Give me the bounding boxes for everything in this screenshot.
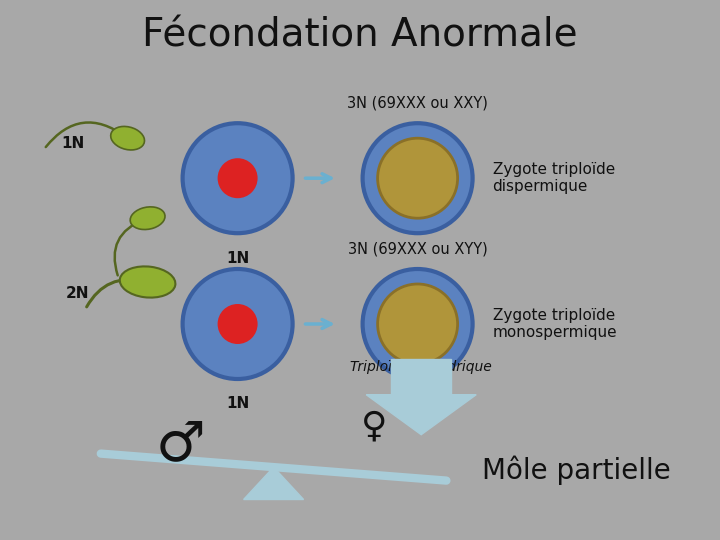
Text: 3N (69XXX ou XYY): 3N (69XXX ou XYY) [348,241,487,256]
Ellipse shape [130,207,165,229]
Text: 1N: 1N [226,251,249,266]
Text: 2N: 2N [66,287,89,301]
Ellipse shape [217,158,258,198]
Ellipse shape [377,138,458,218]
Text: 1N: 1N [226,396,249,411]
Text: ♀: ♀ [361,410,387,443]
Text: 1N: 1N [61,136,84,151]
Text: Triploïdie diandrique: Triploïdie diandrique [351,360,492,374]
Text: 3N (69XXX ou XXY): 3N (69XXX ou XXY) [347,96,488,111]
Ellipse shape [217,304,258,344]
Ellipse shape [377,284,458,364]
Polygon shape [243,467,304,500]
Bar [391,359,451,395]
Ellipse shape [183,269,292,379]
Ellipse shape [111,126,145,150]
Text: Zygote triploïde
dispermique: Zygote triploïde dispermique [492,162,615,194]
Text: Fécondation Anormale: Fécondation Anormale [142,16,578,54]
Text: ♂: ♂ [155,418,205,472]
Text: Môle partielle: Môle partielle [482,455,670,484]
Polygon shape [366,395,476,435]
Ellipse shape [120,266,176,298]
Ellipse shape [363,269,472,379]
Ellipse shape [363,123,472,233]
Ellipse shape [183,123,292,233]
Text: Zygote triploïde
monospermique: Zygote triploïde monospermique [492,308,617,340]
